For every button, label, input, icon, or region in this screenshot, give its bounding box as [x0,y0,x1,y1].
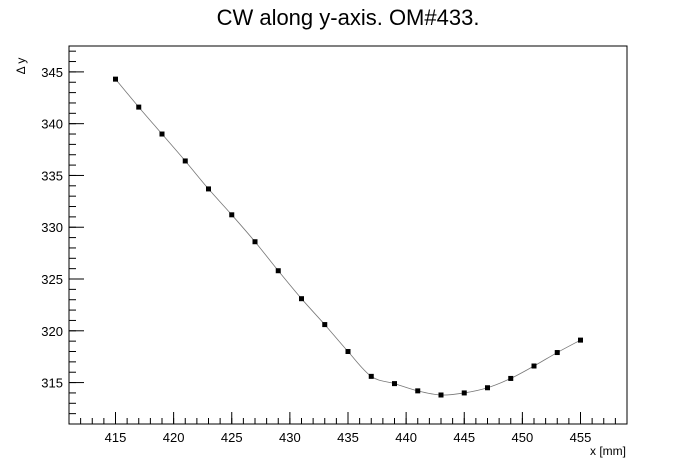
data-point [578,337,583,343]
data-point [485,385,490,391]
data-point [345,349,351,355]
x-tick-label: 425 [221,430,243,445]
data-point [438,392,444,398]
data-point [136,104,142,110]
data-point [206,186,211,192]
y-axis: 315 320 325 330 335 340 345 [41,50,84,425]
x-tick-label: 455 [570,430,592,445]
data-point [554,350,560,356]
data-point [229,212,235,218]
x-axis-label: x [mm] [590,444,626,458]
data-point [531,363,537,369]
y-tick-label: 335 [41,168,63,183]
y-tick-label: 315 [41,376,63,391]
data-point [322,322,328,328]
data-point [159,131,165,137]
data-point [113,76,118,82]
data-points [113,76,583,398]
data-point [275,268,281,274]
x-tick-label: 450 [512,430,534,445]
y-tick-label: 330 [41,220,63,235]
data-point [392,381,397,387]
y-tick-label: 320 [41,324,63,339]
data-point [252,239,258,245]
data-point [182,158,188,164]
y-tick-label: 325 [41,272,63,287]
data-point [299,296,304,302]
x-tick-label: 445 [453,430,475,445]
data-point [508,375,514,381]
data-point [461,390,467,396]
x-tick-label: 430 [279,430,301,445]
series-line [115,78,581,396]
x-tick-label: 435 [337,430,359,445]
x-tick-label: 440 [395,430,417,445]
x-tick-label: 420 [163,430,185,445]
data-point [415,388,421,394]
chart-title: CW along y-axis. OM#433. [217,5,480,30]
y-tick-label: 345 [41,65,63,80]
x-tick-label: 415 [105,430,127,445]
plot-frame [68,45,628,425]
x-axis: 415 420 425 430 435 440 445 450 455 [68,412,628,445]
y-axis-label: Δ y [14,58,28,75]
y-tick-label: 340 [41,117,63,132]
data-point [368,373,374,379]
